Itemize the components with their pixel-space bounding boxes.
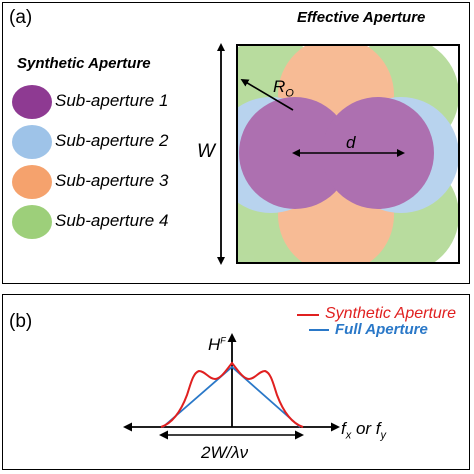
w-label: W <box>197 141 215 162</box>
effective-aperture-frame <box>236 44 460 264</box>
legend-label-synthetic: Synthetic Aperture <box>325 305 457 322</box>
panel-b-label: (b) <box>9 311 33 332</box>
radius-label: RO <box>273 77 294 100</box>
legend-swatch-sub-aperture-1 <box>12 85 52 119</box>
y-axis-label: HF <box>208 335 226 354</box>
transfer-function-plot <box>123 314 340 440</box>
legend-label-full: Full Aperture <box>335 321 428 338</box>
legend-label-sub-aperture-2: Sub-aperture 2 <box>55 131 169 150</box>
bandwidth-label: 2W/λν <box>201 443 249 462</box>
legend-label-sub-aperture-4: Sub-aperture 4 <box>55 211 169 230</box>
effective-aperture-title: Effective Aperture <box>297 9 426 26</box>
legend-label-sub-aperture-1: Sub-aperture 1 <box>55 91 169 110</box>
aperture-diagram <box>12 43 460 265</box>
synthetic-aperture-curve <box>160 361 304 428</box>
legend-swatch-sub-aperture-3 <box>12 165 52 199</box>
synthetic-aperture-title: Synthetic Aperture <box>17 55 151 72</box>
panel-b: (b) Synthetic Aperture Full Aperture HF … <box>2 294 470 470</box>
legend-label-sub-aperture-3: Sub-aperture 3 <box>55 171 169 190</box>
effective-aperture-circles <box>237 45 459 263</box>
d-label: d <box>346 133 356 152</box>
full-aperture-curve <box>162 365 301 428</box>
legend-swatch-sub-aperture-4 <box>12 205 52 239</box>
legend-swatch-sub-aperture-2 <box>12 125 52 159</box>
x-axis-label: fx or fy <box>341 419 387 442</box>
panel-a-label: (a) <box>9 7 33 28</box>
radius-arrow <box>240 78 294 111</box>
panel-a: (a) Effective Aperture Synthetic Apertur… <box>2 2 470 284</box>
